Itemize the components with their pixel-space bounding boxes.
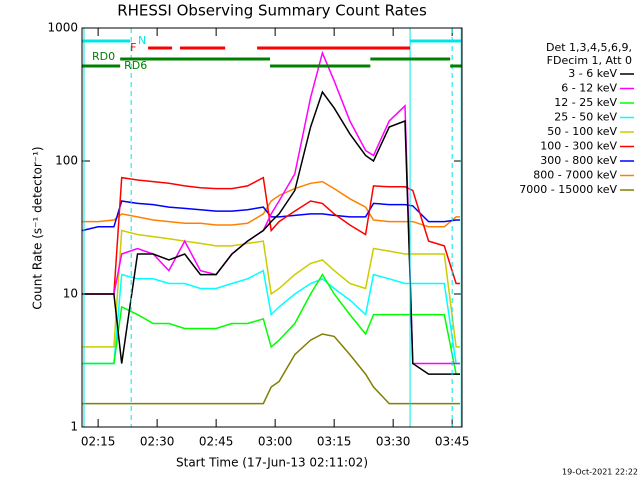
- x-tick-label: 02:30: [140, 435, 175, 449]
- plot-area: [82, 50, 460, 405]
- series-line: [82, 50, 460, 365]
- legend-label: 3 - 6 keV: [568, 67, 617, 80]
- footer: 19-Oct-2021 22:22: [562, 468, 638, 477]
- series-line: [82, 90, 460, 375]
- x-tick-label: 03:45: [435, 435, 470, 449]
- y-tick-label: 100: [55, 154, 78, 168]
- legend-label: 800 - 7000 keV: [533, 169, 617, 182]
- series-line: [82, 273, 460, 375]
- legend-label: 12 - 25 keV: [554, 96, 617, 109]
- legend-title: FDecim 1, Att 0: [547, 54, 632, 67]
- state-label: N: [138, 34, 146, 47]
- legend-label: 300 - 800 keV: [540, 154, 617, 167]
- state-label: RD6: [124, 59, 147, 72]
- series-line: [82, 176, 460, 295]
- chart-title: RHESSI Observing Summary Count Rates: [117, 2, 427, 20]
- plot-frame: [81, 27, 463, 428]
- x-tick-label: 02:45: [199, 435, 234, 449]
- x-axis-label: Start Time (17-Jun-13 02:11:02): [176, 456, 368, 470]
- legend-label: 6 - 12 keV: [561, 82, 617, 95]
- series-line: [82, 229, 460, 348]
- legend-title: Det 1,3,4,5,6,9,: [546, 41, 632, 54]
- y-axis-label: Count Rate (s⁻¹ detector⁻¹): [31, 146, 45, 309]
- x-tick-label: 03:30: [376, 435, 411, 449]
- y-tick-label: 1000: [47, 21, 78, 35]
- state-label: F: [130, 41, 136, 54]
- series-line: [82, 333, 460, 405]
- y-tick-label: 10: [63, 287, 78, 301]
- legend-label: 50 - 100 keV: [547, 125, 617, 138]
- y-tick-label: 1: [70, 420, 78, 434]
- legend-label: 100 - 300 keV: [540, 140, 617, 153]
- legend-label: 25 - 50 keV: [554, 111, 617, 124]
- x-tick-label: 02:15: [81, 435, 116, 449]
- series-line: [82, 269, 460, 365]
- legend-label: 7000 - 15000 keV: [519, 183, 617, 196]
- state-label: RD0: [92, 50, 115, 63]
- x-tick-label: 03:15: [317, 435, 352, 449]
- x-tick-label: 03:00: [258, 435, 293, 449]
